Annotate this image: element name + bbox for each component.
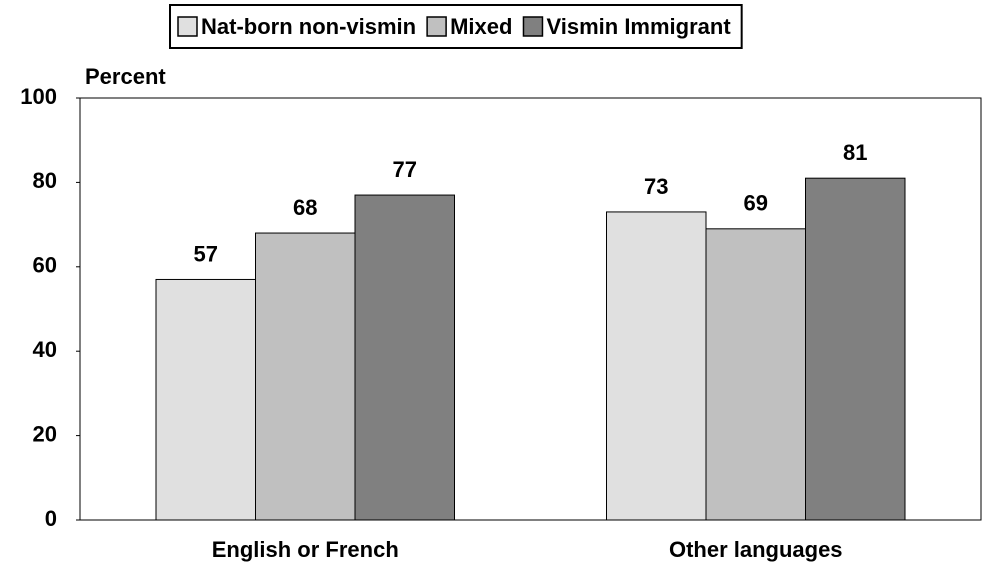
y-tick-label: 20 xyxy=(33,421,57,446)
x-tick-label: English or French xyxy=(212,537,399,562)
legend-label: Vismin Immigrant xyxy=(546,14,731,39)
bar xyxy=(606,211,707,521)
plot-frame xyxy=(79,97,982,521)
legend-box xyxy=(169,4,743,49)
data-label: 77 xyxy=(393,157,417,182)
y-tick-label: 100 xyxy=(20,84,57,109)
data-label: 73 xyxy=(644,174,668,199)
y-tick-label: 40 xyxy=(33,337,57,362)
y-tick-label: 60 xyxy=(33,253,57,278)
bar xyxy=(805,177,906,521)
data-label: 68 xyxy=(293,195,317,220)
y-tick-label: 0 xyxy=(45,506,57,531)
bar xyxy=(255,232,356,521)
bar xyxy=(705,228,806,521)
legend-label: Mixed xyxy=(450,14,512,39)
bar xyxy=(155,278,256,521)
x-tick-label: Other languages xyxy=(669,537,843,562)
bar xyxy=(354,194,455,521)
data-label: 69 xyxy=(744,191,768,216)
legend-swatch xyxy=(177,16,198,37)
legend-label: Nat-born non-vismin xyxy=(201,14,416,39)
data-label: 81 xyxy=(843,140,867,165)
y-axis-label: Percent xyxy=(85,64,166,89)
legend-swatch xyxy=(522,16,544,37)
data-label: 57 xyxy=(194,241,218,266)
y-tick-label: 80 xyxy=(33,168,57,193)
legend-swatch xyxy=(426,16,447,37)
